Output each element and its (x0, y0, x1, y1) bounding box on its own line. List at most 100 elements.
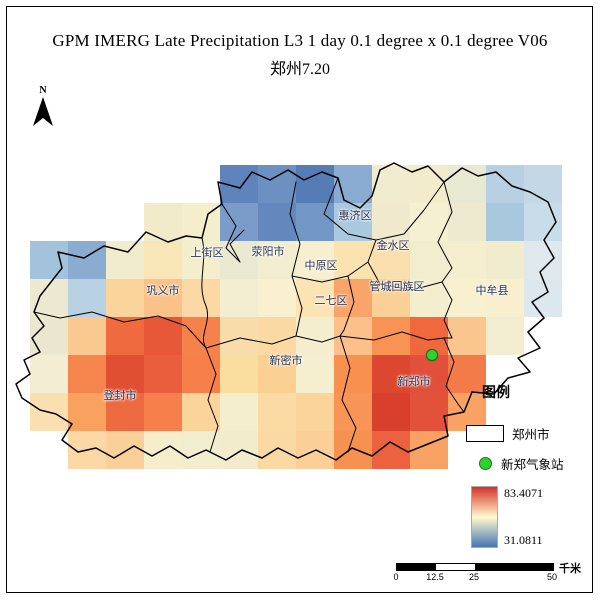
raster-cell (296, 355, 334, 393)
zhengzhou-outer-boundary (15, 162, 557, 461)
raster-cell (410, 355, 448, 393)
raster-cell (30, 355, 68, 393)
raster-cell (182, 431, 220, 469)
raster-cell (182, 317, 220, 355)
raster-cell (448, 355, 486, 393)
raster-cell (68, 393, 106, 431)
district-label: 新密市 (269, 355, 303, 367)
raster-cell (486, 165, 524, 203)
figure-border (6, 6, 593, 593)
raster-cell (106, 317, 144, 355)
raster-cell (182, 393, 220, 431)
legend-item-boundary: 郑州市 (466, 424, 550, 443)
scale-bar-segments (396, 563, 554, 571)
color-ramp (471, 486, 498, 548)
raster-cell (220, 317, 258, 355)
raster-cell (296, 317, 334, 355)
boundary-symbol (466, 425, 504, 442)
raster-cell (372, 165, 410, 203)
raster-cell (372, 317, 410, 355)
raster-cell (258, 355, 296, 393)
scale-segment-2 (436, 564, 475, 570)
raster-cell (486, 317, 524, 355)
north-arrow-icon (33, 97, 53, 126)
scale-label-0: 0 (393, 572, 399, 582)
raster-cell (258, 241, 296, 279)
raster-cell (296, 393, 334, 431)
raster-cell (106, 393, 144, 431)
district-label: 惠济区 (338, 210, 372, 222)
title-line-2: 郑州7.20 (269, 61, 330, 78)
district-label: 巩义市 (146, 285, 180, 297)
raster-cell (182, 241, 220, 279)
raster-cell (144, 241, 182, 279)
legend-item-station: 新郑气象站 (466, 454, 564, 473)
district-label: 中原区 (304, 260, 338, 272)
district-label: 中牟县 (475, 285, 509, 297)
figure-title: GPM IMERG Late Precipitation L3 1 day 0.… (0, 31, 600, 79)
scale-label-125: 12.5 (426, 572, 444, 582)
raster-cell (144, 279, 182, 317)
raster-cell (410, 165, 448, 203)
raster-cell (410, 393, 448, 431)
raster-cell (524, 165, 562, 203)
raster-cell (334, 355, 372, 393)
raster-cell (448, 203, 486, 241)
raster-cell (372, 241, 410, 279)
scale-segment-1 (397, 564, 436, 570)
scale-unit: 千米 (559, 563, 581, 575)
raster-cell (296, 241, 334, 279)
raster-cell (448, 241, 486, 279)
station-marker (426, 349, 438, 361)
raster-cell (524, 241, 562, 279)
raster-cell (296, 203, 334, 241)
north-arrow: N (28, 86, 58, 133)
north-label: N (39, 85, 47, 96)
raster-cell (182, 355, 220, 393)
raster-cell (220, 279, 258, 317)
raster-cell (106, 431, 144, 469)
raster-cell (334, 393, 372, 431)
legend: 图例 郑州市 新郑气象站 83.4071 31.0811 (458, 380, 593, 565)
raster-cell (410, 241, 448, 279)
scale-bar: 0 12.5 25 50 千米 (393, 559, 591, 583)
district-label: 新郑市 (397, 376, 431, 388)
raster-cell (296, 279, 334, 317)
raster-cell (68, 241, 106, 279)
raster-cell (258, 317, 296, 355)
raster-cell (106, 279, 144, 317)
raster-cell (220, 431, 258, 469)
raster-cell (144, 355, 182, 393)
raster-cell (524, 279, 562, 317)
legend-title: 图例 (482, 386, 510, 401)
raster-cell (448, 317, 486, 355)
raster-cell (372, 355, 410, 393)
raster-cell (258, 279, 296, 317)
raster-cell (144, 317, 182, 355)
raster-cell (258, 203, 296, 241)
color-ramp-labels: 83.4071 31.0811 (504, 486, 543, 548)
district-label: 二七区 (314, 295, 348, 307)
raster-cell (68, 279, 106, 317)
raster-cell (68, 317, 106, 355)
raster-cell (144, 393, 182, 431)
raster-cell (220, 393, 258, 431)
raster-cell (372, 279, 410, 317)
raster-cell (372, 203, 410, 241)
legend-color-ramp-row: 83.4071 31.0811 (471, 486, 543, 548)
raster-cell (68, 355, 106, 393)
ramp-min-value: 31.0811 (504, 533, 543, 547)
raster-cell (220, 355, 258, 393)
district-label: 金水区 (376, 240, 410, 252)
district-label: 荥阳市 (251, 246, 285, 258)
raster-cell (372, 393, 410, 431)
raster-cell (182, 279, 220, 317)
raster-cell (486, 203, 524, 241)
raster-cell (258, 431, 296, 469)
station-symbol-icon (479, 457, 492, 470)
title-line-1: GPM IMERG Late Precipitation L3 1 day 0.… (52, 31, 548, 50)
legend-station-label: 新郑气象站 (501, 458, 564, 472)
